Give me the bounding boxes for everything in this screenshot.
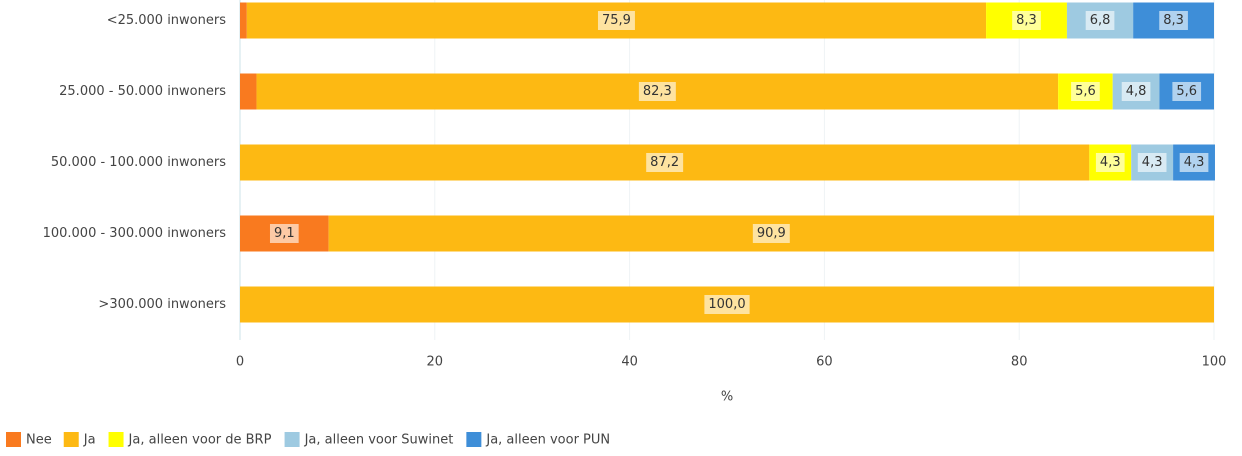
data-label: 87,2: [646, 153, 684, 172]
data-label-text: 8,3: [1163, 13, 1184, 28]
legend-swatch: [6, 432, 21, 447]
data-label-box: [269, 224, 299, 243]
data-label-box: [1095, 153, 1125, 172]
data-label-box: [1179, 153, 1209, 172]
data-label-text: 82,3: [643, 84, 672, 99]
x-tick-label: 60: [816, 355, 833, 370]
data-label-box: [1137, 153, 1167, 172]
data-label-text: 8,3: [1016, 13, 1037, 28]
data-label: 5,6: [1071, 82, 1100, 101]
legend-label: Nee: [26, 433, 52, 448]
data-label-box: [1172, 82, 1202, 101]
data-label-box: [638, 82, 676, 101]
data-label-box: [1085, 11, 1115, 30]
y-tick-label: 100.000 - 300.000 inwoners: [43, 226, 227, 241]
data-label-box: [752, 224, 790, 243]
data-label: 9,1: [269, 224, 299, 243]
data-label: 5,6: [1172, 82, 1202, 101]
data-label-box: [1012, 11, 1041, 30]
x-axis-label: %: [721, 390, 733, 405]
data-label-text: 5,6: [1075, 84, 1096, 99]
x-tick-label: 40: [621, 355, 638, 370]
bar-segment: [240, 73, 257, 110]
x-tick-label: 80: [1011, 355, 1028, 370]
legend-swatch: [284, 432, 300, 447]
data-label-text: 90,9: [757, 226, 786, 241]
x-tick-label: 100: [1202, 355, 1227, 370]
data-label: 82,3: [638, 82, 676, 101]
y-tick-label: 25.000 - 50.000 inwoners: [59, 84, 226, 99]
data-label: 90,9: [752, 224, 790, 243]
data-label-text: 87,2: [650, 155, 679, 170]
x-tick-label: 0: [236, 355, 244, 370]
data-label-text: 4,3: [1184, 155, 1205, 170]
bar-segment: [240, 2, 247, 39]
data-label: 4,3: [1095, 153, 1125, 172]
legend-label: Ja, alleen voor Suwinet: [304, 433, 454, 448]
data-label-box: [1159, 11, 1188, 30]
y-tick-label: 50.000 - 100.000 inwoners: [51, 155, 226, 170]
data-label: 4,3: [1179, 153, 1209, 172]
data-label: 4,3: [1137, 153, 1167, 172]
legend-swatch: [108, 432, 124, 447]
data-label-text: 4,3: [1142, 155, 1163, 170]
legend-swatch: [466, 432, 482, 447]
data-label-text: 100,0: [708, 297, 745, 312]
data-label-text: 5,6: [1176, 84, 1197, 99]
legend-label: Ja, alleen voor PUN: [485, 433, 610, 448]
legend-swatch: [63, 432, 79, 447]
data-label: 4,8: [1121, 82, 1151, 101]
legend-label: Ja: [83, 433, 96, 448]
data-label-box: [1071, 82, 1100, 101]
data-label-text: 6,8: [1090, 13, 1111, 28]
data-label-box: [1121, 82, 1151, 101]
data-label-text: 9,1: [274, 226, 295, 241]
data-label: 75,9: [597, 11, 635, 30]
data-label-text: 4,8: [1126, 84, 1147, 99]
data-label: 8,3: [1012, 11, 1041, 30]
y-tick-label: >300.000 inwoners: [98, 297, 226, 312]
data-label-text: 4,3: [1100, 155, 1121, 170]
data-label-box: [646, 153, 684, 172]
data-label-box: [704, 295, 750, 314]
y-tick-label: <25.000 inwoners: [107, 13, 227, 28]
data-label-text: 75,9: [602, 13, 631, 28]
data-label: 8,3: [1159, 11, 1188, 30]
x-tick-label: 20: [427, 355, 444, 370]
data-label-box: [597, 11, 635, 30]
legend-label: Ja, alleen voor de BRP: [128, 433, 272, 448]
data-label: 100,0: [704, 295, 750, 314]
data-label: 6,8: [1085, 11, 1115, 30]
